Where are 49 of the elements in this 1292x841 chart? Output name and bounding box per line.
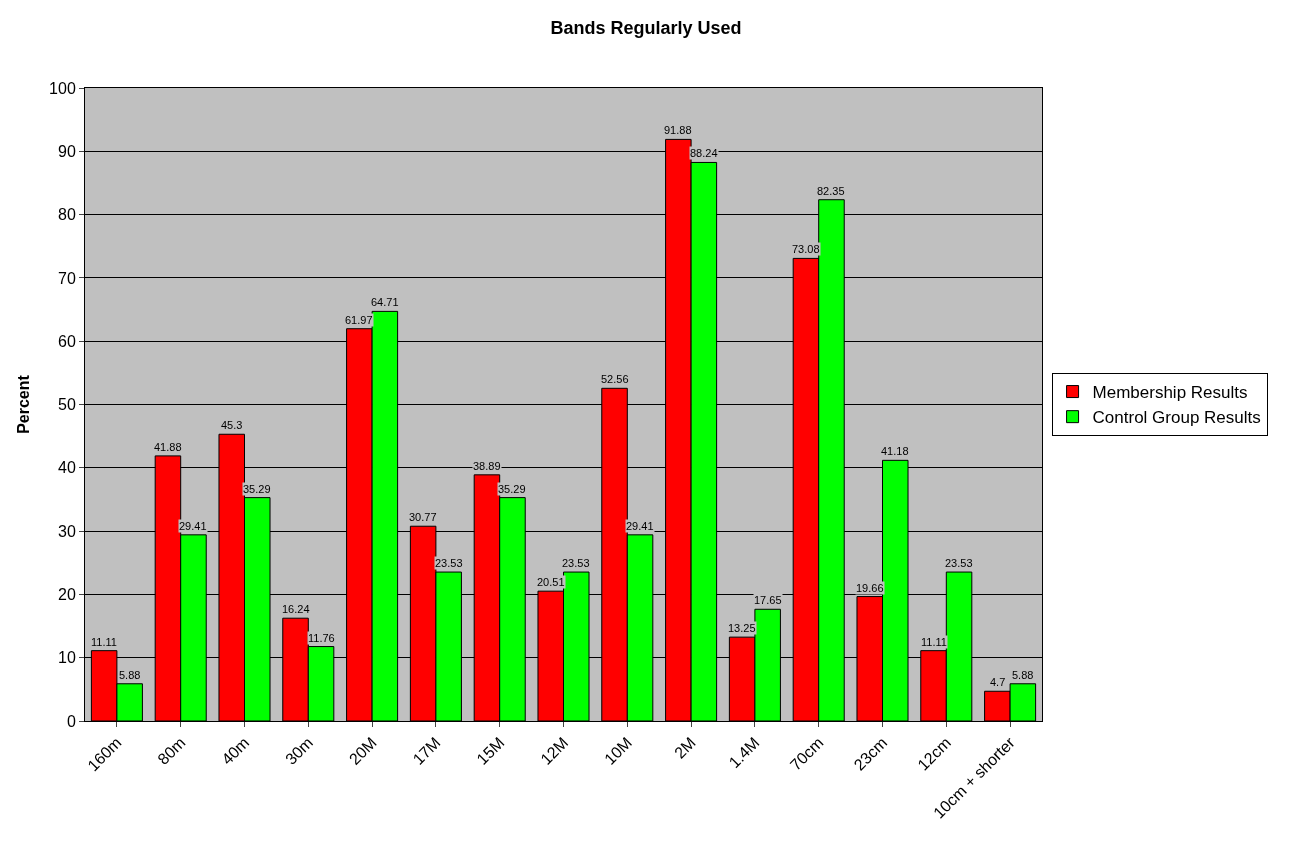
y-tick-label: 70: [58, 269, 76, 287]
data-label: 52.56: [601, 373, 629, 385]
data-label: 45.3: [221, 419, 243, 431]
y-tick-label: 80: [58, 206, 76, 224]
x-tick-label: 40m: [218, 733, 253, 768]
data-label: 11.11: [91, 636, 117, 648]
data-label: 35.29: [498, 483, 526, 495]
x-tick-label: 80m: [154, 733, 189, 768]
data-label: 64.71: [371, 296, 399, 308]
data-label: 35.29: [243, 483, 271, 495]
x-tick-label: 2M: [671, 733, 699, 762]
data-label: 23.53: [945, 557, 973, 569]
y-tick-label: 0: [66, 712, 76, 730]
x-tick-label: 30m: [282, 733, 317, 768]
data-label: 82.35: [817, 185, 845, 197]
data-label: 88.24: [690, 147, 718, 159]
y-tick-label: 100: [49, 79, 76, 97]
y-axis-title: Percent: [15, 374, 32, 434]
data-label: 91.88: [664, 124, 692, 136]
data-label: 38.89: [473, 460, 501, 472]
data-label: 20.51: [537, 576, 565, 588]
y-tick-label: 50: [58, 396, 76, 414]
y-tick-label: 20: [58, 586, 76, 603]
y-tick-label: 30: [58, 522, 76, 540]
data-label: 41.18: [881, 445, 909, 457]
data-label: 23.53: [435, 557, 463, 569]
data-label: 61.97: [345, 314, 373, 326]
data-label: 23.53: [562, 557, 590, 569]
y-tick-label: 10: [58, 649, 76, 667]
data-label: 73.08: [792, 243, 820, 255]
y-tick-label: 40: [58, 459, 76, 477]
data-label: 5.88: [1012, 669, 1034, 681]
data-label: 17.65: [754, 594, 782, 606]
data-label: 41.88: [154, 441, 182, 453]
y-tick-label: 60: [58, 332, 76, 350]
data-label: 5.88: [119, 669, 141, 681]
legend-label: Membership Results: [1092, 383, 1248, 403]
legend-label: Control Group Results: [1092, 408, 1261, 428]
data-label: 13.25: [728, 622, 756, 634]
data-label: 11.76: [308, 632, 335, 644]
data-label: 30.77: [409, 511, 437, 523]
data-label: 4.7: [990, 676, 1006, 688]
y-tick-label: 90: [58, 142, 76, 160]
chart-title: Bands Regularly Used: [550, 17, 742, 38]
data-label: 29.41: [626, 520, 654, 532]
data-label: 11.11: [921, 636, 947, 648]
data-label: 16.24: [282, 603, 310, 615]
data-label: 29.41: [179, 520, 207, 532]
data-label: 19.66: [856, 582, 884, 594]
